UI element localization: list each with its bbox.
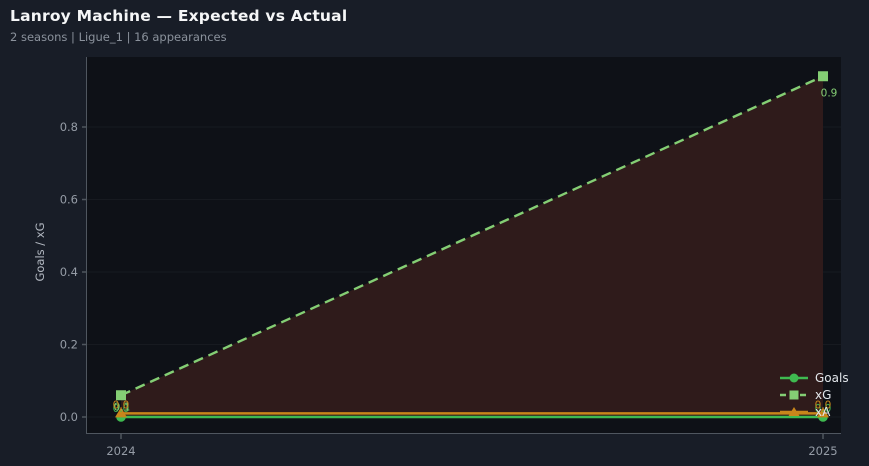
- data-point-label: 0.0: [113, 399, 130, 411]
- legend-item-xg: xG: [779, 387, 849, 402]
- y-tick-label: 0.8: [60, 120, 78, 134]
- y-tick-label: 0.0: [60, 410, 78, 424]
- x-tick-label: 2025: [808, 444, 837, 458]
- y-tick-label: 0.4: [60, 265, 78, 279]
- series-xg-line: [116, 71, 828, 401]
- legend-item-xa: xA: [779, 404, 849, 419]
- legend-item-goals: Goals: [779, 370, 849, 385]
- y-tick-label: 0.6: [60, 193, 78, 207]
- data-point-label: 0.0: [815, 403, 832, 415]
- data-point-label: 0.0: [113, 403, 130, 415]
- data-point-label: 0.9: [821, 87, 838, 99]
- xa-point-marker: [817, 407, 829, 418]
- xa-point-marker: [115, 407, 127, 418]
- chart-title: Lanroy Machine — Expected vs Actual: [10, 7, 348, 25]
- series-xa-line: [115, 407, 829, 418]
- legend-triangle-marker-icon: [780, 406, 808, 416]
- data-point-label: 0.0: [815, 399, 832, 411]
- xg-area-fill: [121, 76, 823, 417]
- x-axis-ticks: 2024 2025: [106, 434, 838, 458]
- legend-square-marker-icon: [780, 390, 808, 399]
- y-axis-ticks: 0.0 0.2 0.4 0.6 0.8: [60, 120, 87, 424]
- xg-point-marker: [818, 71, 828, 82]
- x-tick-label: 2024: [106, 444, 135, 458]
- legend-circle-marker-icon: [780, 373, 808, 382]
- y-tick-label: 0.2: [60, 338, 78, 352]
- data-labels: 0.0 0.00.10.90.0 0.0: [113, 87, 838, 415]
- legend-label: Goals: [815, 370, 849, 385]
- legend-label: xA: [815, 404, 831, 419]
- xg-point-marker: [116, 390, 126, 401]
- legend-label: xG: [815, 387, 832, 402]
- chart-subtitle: 2 seasons | Ligue_1 | 16 appearances: [10, 30, 227, 44]
- chart-legend: Goals xG xA: [779, 370, 849, 419]
- data-point-label: 0.1: [114, 401, 131, 413]
